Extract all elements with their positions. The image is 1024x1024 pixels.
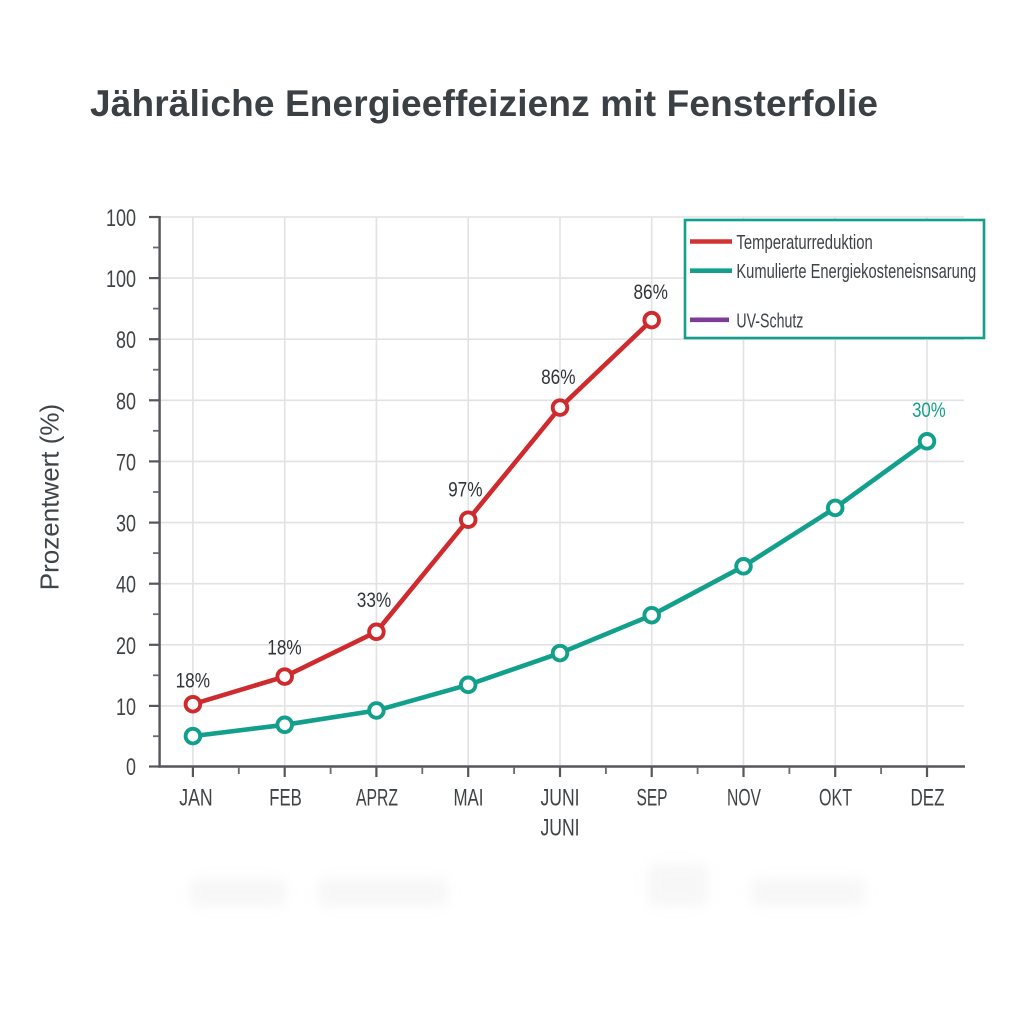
svg-text:18%: 18% (176, 670, 210, 693)
svg-text:Jähräliche Energieeffeizienz m: Jähräliche Energieeffeizienz mit Fenster… (90, 83, 878, 124)
svg-text:18%: 18% (267, 637, 301, 660)
svg-text:SEP: SEP (636, 785, 667, 811)
svg-text:OKT: OKT (819, 786, 852, 812)
svg-text:100: 100 (106, 267, 136, 293)
svg-text:30%: 30% (912, 399, 946, 422)
svg-text:UV-Schutz: UV-Schutz (736, 309, 803, 332)
svg-text:FEB: FEB (269, 785, 301, 812)
svg-text:20: 20 (116, 633, 136, 659)
svg-text:Prozentwert (%): Prozentwert (%) (35, 404, 65, 590)
svg-text:10: 10 (116, 695, 136, 721)
svg-text:NOV: NOV (727, 785, 761, 811)
svg-text:100: 100 (106, 206, 136, 232)
svg-text:86%: 86% (541, 367, 575, 390)
svg-text:Temperaturreduktion: Temperaturreduktion (736, 231, 872, 254)
svg-text:30: 30 (116, 511, 136, 537)
svg-text:Kumulierte Energiekosteneisnsa: Kumulierte Energiekosteneisnsarung (736, 260, 976, 283)
svg-text:APRZ: APRZ (356, 785, 398, 811)
svg-text:86%: 86% (633, 282, 667, 305)
svg-text:80: 80 (116, 328, 136, 354)
svg-text:97%: 97% (448, 479, 482, 502)
svg-text:80: 80 (116, 389, 136, 415)
svg-text:0: 0 (126, 755, 136, 781)
svg-text:JUNI: JUNI (540, 785, 579, 811)
svg-text:JAN: JAN (179, 785, 212, 811)
svg-text:JUNI: JUNI (540, 815, 579, 841)
svg-text:33%: 33% (357, 589, 391, 612)
svg-text:70: 70 (116, 450, 136, 476)
svg-text:DEZ: DEZ (911, 785, 945, 812)
svg-text:40: 40 (116, 572, 136, 598)
svg-text:MAI: MAI (454, 785, 484, 812)
